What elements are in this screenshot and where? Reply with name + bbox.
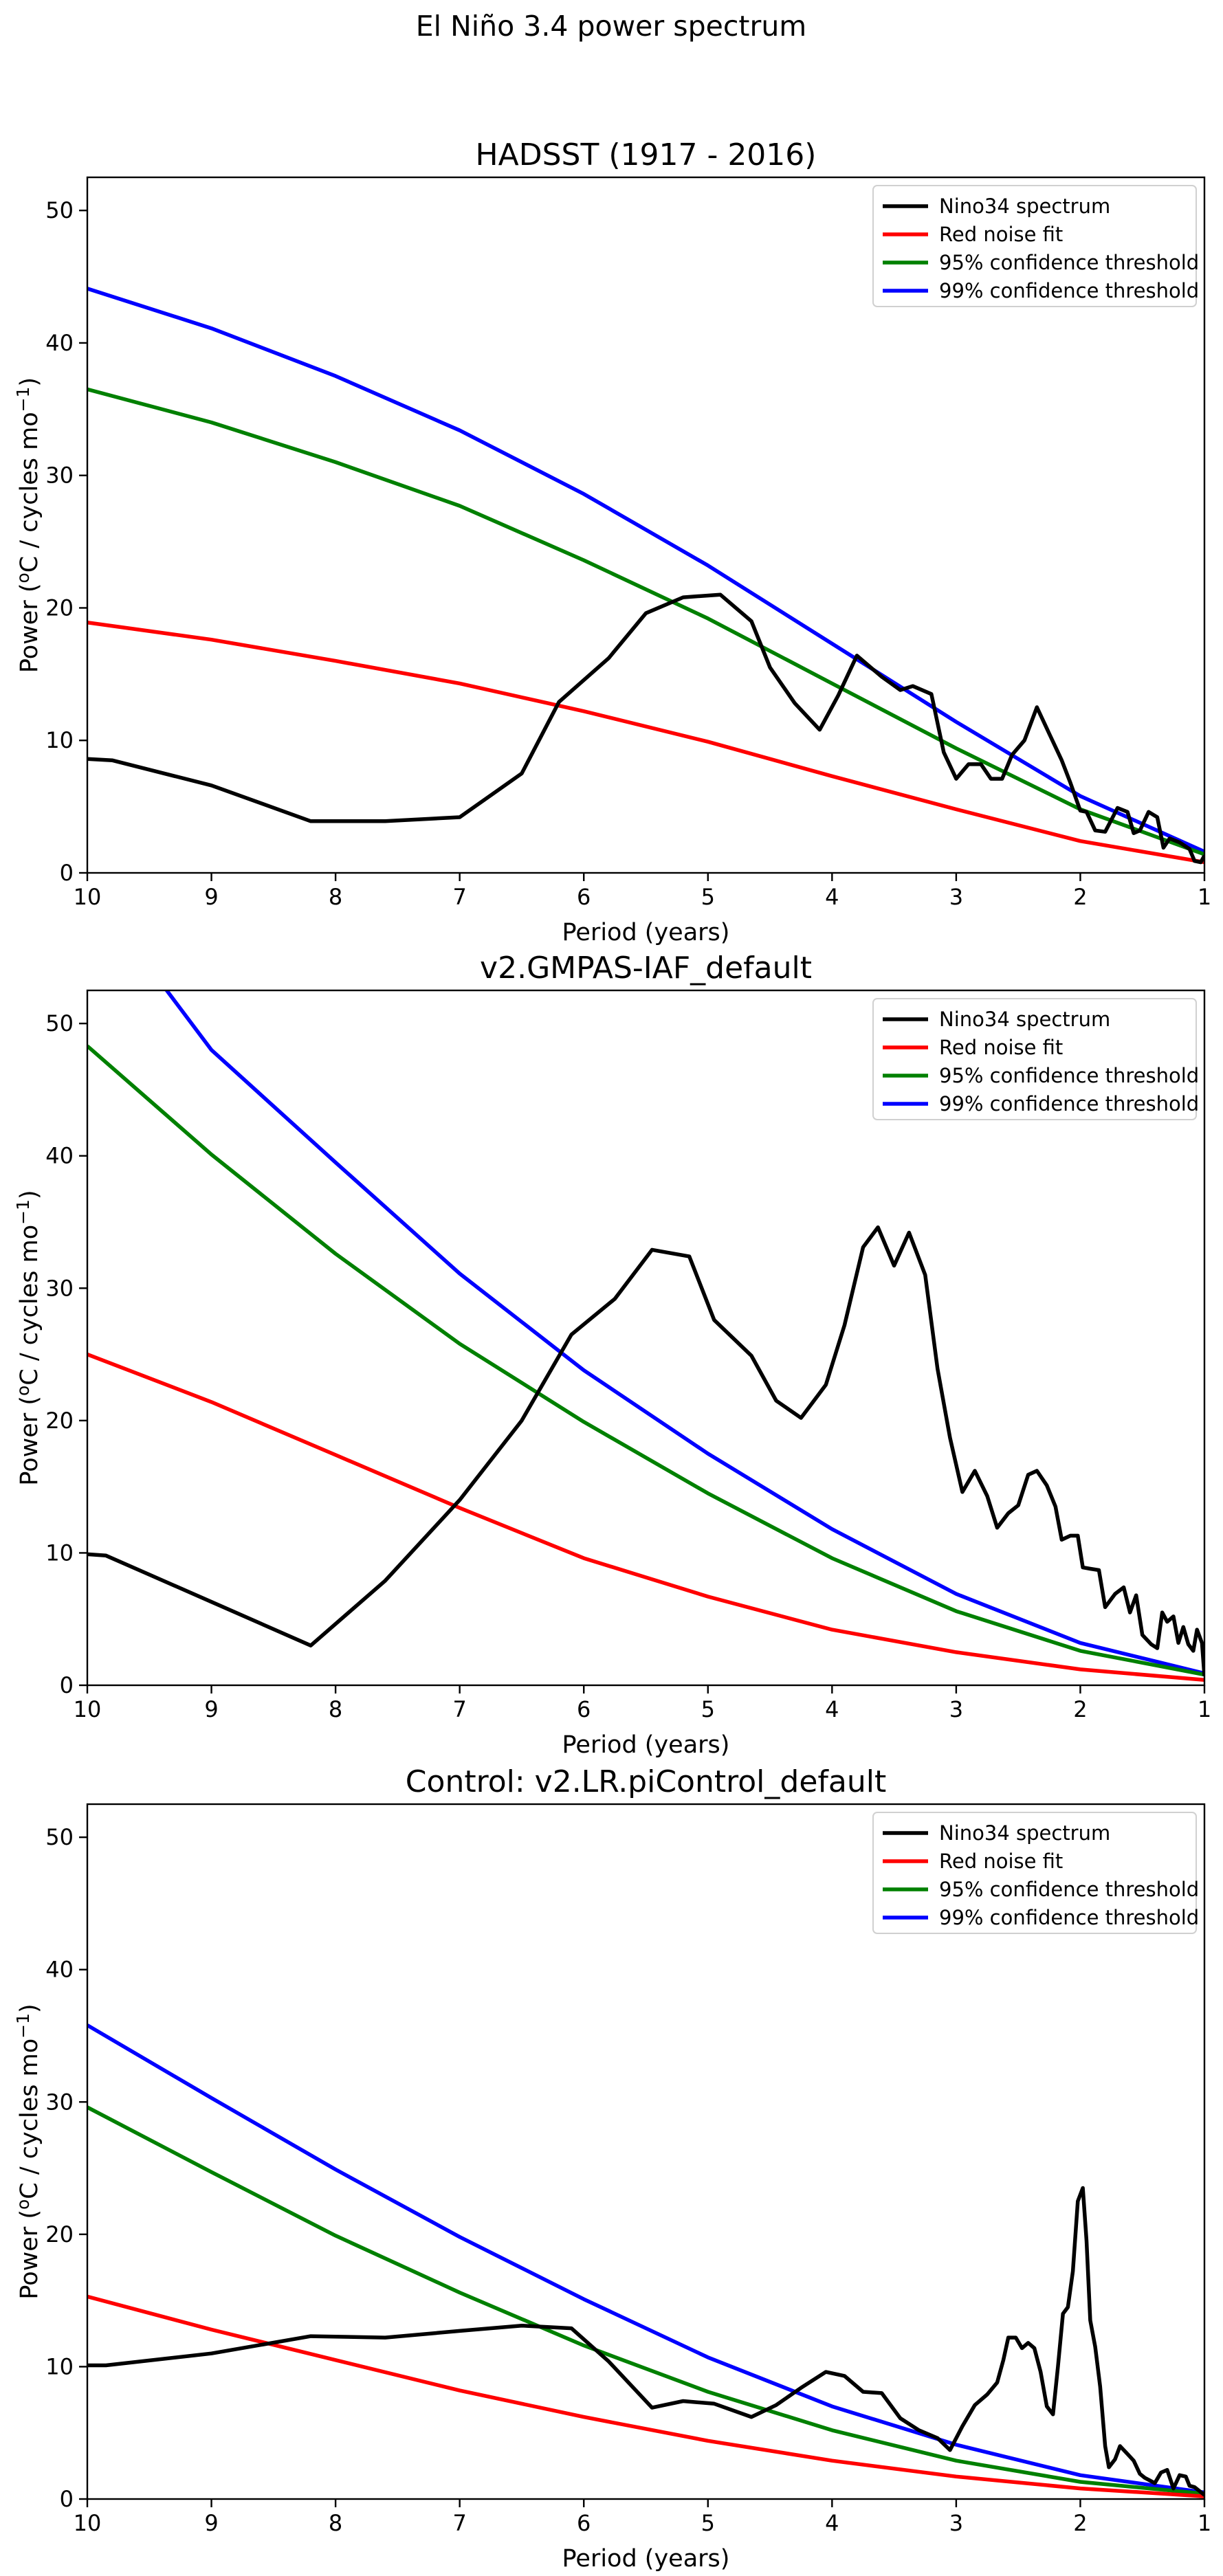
x-tick-label: 6: [577, 2510, 591, 2536]
x-tick-label: 9: [204, 1696, 218, 1722]
figure-suptitle: El Niño 3.4 power spectrum: [416, 10, 807, 43]
legend: Nino34 spectrum Red noise fit 95% confiden…: [872, 998, 1199, 1120]
series-line-95-confidence-threshold: [87, 2105, 1204, 2496]
legend-label-99-confidence-threshold: 99% confidence threshold: [939, 1906, 1199, 1929]
series-line-99-confidence-threshold: [87, 287, 1204, 854]
x-axis-label: Period (years): [562, 919, 730, 946]
x-tick-label: 6: [577, 1696, 591, 1722]
y-axis-label: Power (oC / cycles mo−1): [13, 2003, 43, 2299]
x-tick-label: 1: [1198, 1696, 1211, 1722]
x-tick-label: 1: [1198, 2510, 1211, 2536]
series-line-95-confidence-threshold: [87, 1044, 1204, 1677]
y-tick-label: 40: [45, 1957, 74, 1983]
y-tick-label: 10: [45, 1540, 74, 1566]
chart-title: Control: v2.LR.piControl_default: [406, 1764, 886, 1799]
legend: Nino34 spectrum Red noise fit 95% confiden…: [872, 185, 1199, 307]
x-tick-label: 7: [452, 1696, 466, 1722]
x-tick-label: 7: [452, 2510, 466, 2536]
series-line-red-noise-fit: [87, 1353, 1204, 1683]
legend-label-red-noise-fit: Red noise fit: [939, 1850, 1063, 1873]
chart-title: HADSST (1917 - 2016): [476, 137, 817, 173]
y-tick-label: 10: [45, 2353, 74, 2379]
axes-frame: [86, 176, 1206, 874]
legend-label-95-confidence-threshold: 95% confidence threshold: [939, 1878, 1199, 1901]
x-tick-label: 10: [74, 1696, 102, 1722]
x-tick-label: 4: [825, 884, 839, 910]
y-tick-label: 10: [45, 727, 74, 753]
y-tick-label: 0: [60, 2486, 74, 2512]
legend-label-red-noise-fit: Red noise fit: [939, 1036, 1063, 1059]
series-line-nino34-spectrum: [87, 2186, 1204, 2497]
y-tick-label: 40: [45, 330, 74, 356]
legend-box: [872, 998, 1197, 1120]
series-line-nino34-spectrum: [87, 592, 1204, 865]
legend-label-nino34-spectrum: Nino34 spectrum: [939, 1008, 1110, 1031]
axes-frame: [86, 1803, 1206, 2500]
x-tick-label: 3: [949, 1696, 963, 1722]
y-tick-label: 50: [45, 1010, 74, 1036]
x-tick-label: 1: [1198, 884, 1211, 910]
x-tick-label: 7: [452, 884, 466, 910]
x-tick-label: 4: [825, 1696, 839, 1722]
x-tick-label: 8: [329, 1696, 342, 1722]
y-tick-label: 0: [60, 1672, 74, 1698]
x-tick-label: 5: [701, 884, 715, 910]
x-tick-label: 10: [74, 2510, 102, 2536]
x-axis-label: Period (years): [562, 2545, 730, 2573]
legend-label-95-confidence-threshold: 95% confidence threshold: [939, 1064, 1199, 1087]
x-tick-label: 4: [825, 2510, 839, 2536]
legend-label-95-confidence-threshold: 95% confidence threshold: [939, 251, 1199, 274]
x-axis-label: Period (years): [562, 1731, 730, 1759]
legend-label-nino34-spectrum: Nino34 spectrum: [939, 1821, 1110, 1845]
y-tick-label: 0: [60, 860, 74, 886]
axes-frame: [86, 989, 1206, 1687]
y-tick-label: 30: [45, 1275, 74, 1301]
y-tick-label: 50: [45, 197, 74, 223]
y-tick-label: 20: [45, 1408, 74, 1434]
x-tick-label: 8: [329, 2510, 342, 2536]
y-axis-label: Power (oC / cycles mo−1): [13, 1190, 43, 1485]
y-tick-label: 30: [45, 463, 74, 489]
series-line-red-noise-fit: [87, 620, 1204, 865]
x-tick-label: 2: [1073, 1696, 1087, 1722]
x-tick-label: 9: [204, 2510, 218, 2536]
x-tick-label: 10: [74, 884, 102, 910]
legend-label-red-noise-fit: Red noise fit: [939, 223, 1063, 246]
chart-title: v2.GMPAS-IAF_default: [480, 951, 812, 986]
x-tick-label: 6: [577, 884, 591, 910]
x-tick-label: 5: [701, 1696, 715, 1722]
x-tick-label: 8: [329, 884, 342, 910]
legend-box: [872, 1812, 1197, 1934]
legend: Nino34 spectrum Red noise fit 95% confiden…: [872, 1812, 1199, 1934]
x-tick-label: 3: [949, 2510, 963, 2536]
series-line-red-noise-fit: [87, 2294, 1204, 2498]
x-tick-label: 3: [949, 884, 963, 910]
series-line-99-confidence-threshold: [87, 2023, 1204, 2495]
y-tick-label: 30: [45, 2089, 74, 2115]
x-tick-label: 2: [1073, 884, 1087, 910]
chart-panel-1: HADSST (1917 - 2016)10 9 8 7 6 5 4 3 2 1010203040…: [13, 137, 1211, 946]
y-axis-label: Power (oC / cycles mo−1): [13, 377, 43, 673]
legend-label-nino34-spectrum: Nino34 spectrum: [939, 195, 1110, 218]
y-tick-label: 40: [45, 1143, 74, 1169]
series-line-95-confidence-threshold: [87, 387, 1204, 856]
y-tick-label: 20: [45, 595, 74, 621]
y-tick-label: 20: [45, 2221, 74, 2247]
x-tick-label: 5: [701, 2510, 715, 2536]
x-tick-label: 2: [1073, 2510, 1087, 2536]
legend-label-99-confidence-threshold: 99% confidence threshold: [939, 1092, 1199, 1115]
legend-label-99-confidence-threshold: 99% confidence threshold: [939, 279, 1199, 302]
y-tick-label: 50: [45, 1824, 74, 1850]
legend-box: [872, 185, 1197, 307]
series-line-nino34-spectrum: [87, 1225, 1204, 1676]
x-tick-label: 9: [204, 884, 218, 910]
series-line-99-confidence-threshold: [164, 990, 1204, 1676]
